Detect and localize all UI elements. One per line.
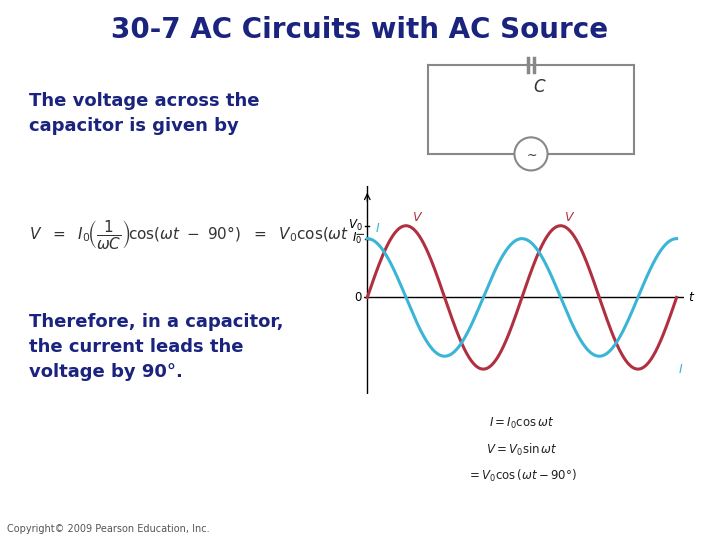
Text: $\sim$: $\sim$ xyxy=(524,147,538,160)
Text: The voltage across the
capacitor is given by: The voltage across the capacitor is give… xyxy=(29,92,259,135)
Text: Therefore, in a capacitor,
the current leads the
voltage by 90°.: Therefore, in a capacitor, the current l… xyxy=(29,313,283,381)
Text: $= V_0 \cos \left(\omega t - 90°\right)$: $= V_0 \cos \left(\omega t - 90°\right)$ xyxy=(467,468,577,484)
Text: $I = I_0 \cos \omega t$: $I = I_0 \cos \omega t$ xyxy=(490,416,554,431)
Text: $V$: $V$ xyxy=(564,211,575,224)
Text: $0$: $0$ xyxy=(354,291,362,304)
Text: 30-7 AC Circuits with AC Source: 30-7 AC Circuits with AC Source xyxy=(112,16,608,44)
Text: $t$: $t$ xyxy=(688,291,695,304)
Text: Copyright© 2009 Pearson Education, Inc.: Copyright© 2009 Pearson Education, Inc. xyxy=(7,523,210,534)
Text: $C$: $C$ xyxy=(533,78,546,96)
Text: $V$: $V$ xyxy=(412,211,423,224)
Text: $V_0$: $V_0$ xyxy=(348,218,362,233)
Text: $I$: $I$ xyxy=(374,222,380,235)
Text: $V = V_0 \sin \omega t$: $V = V_0 \sin \omega t$ xyxy=(486,442,558,458)
Text: $I$: $I$ xyxy=(678,363,683,376)
Text: $I_0$: $I_0$ xyxy=(352,231,362,246)
Text: $V\ \ =\ \ I_0\!\left(\dfrac{1}{\omega C}\right)\!\cos(\omega t\ -\ 90°)\ \ =\ \: $V\ \ =\ \ I_0\!\left(\dfrac{1}{\omega C… xyxy=(29,218,413,252)
